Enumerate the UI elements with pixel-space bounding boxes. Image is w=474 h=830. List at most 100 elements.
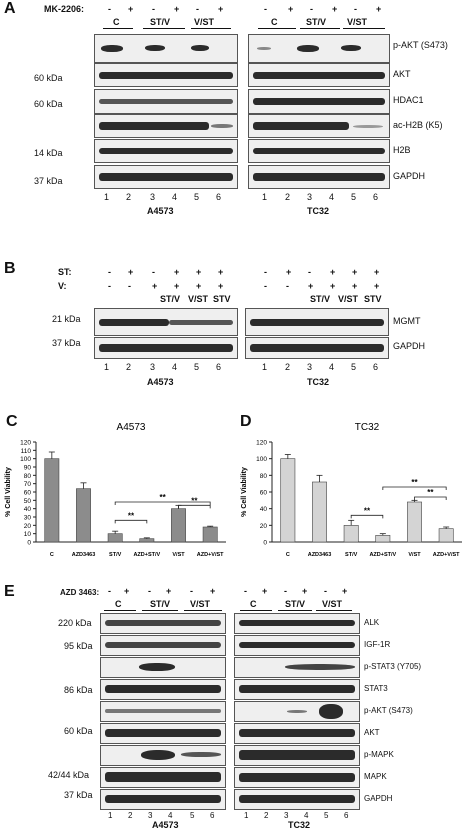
chart1-xtick-label: V/ST [408,552,421,558]
e-sign-r4: + [302,586,308,596]
b-lane-r6: 6 [373,362,379,372]
e-protein-stat3: STAT3 [364,684,388,693]
a-blot-right-ach2b [248,114,390,138]
chart0-ytick-label: 50 [24,498,32,505]
chart0-bar [76,488,91,543]
b-st-3: - [152,267,155,277]
chart1-bar [407,501,422,543]
chart1-bar [312,481,327,543]
a-blot-left-akt [94,63,238,87]
e-protein-alk: ALK [364,618,380,627]
e-sign-1: - [108,586,111,596]
a-lane-6: 6 [216,192,222,202]
chart1-sig-label: ** [364,506,371,515]
chart0-ytick-label: 10 [24,531,32,538]
a-group-c: C [113,17,120,27]
e-protein-pstat3: p-STAT3 (Y705) [364,662,422,671]
chart1-ytick-label: 0 [263,540,267,547]
e-lane-1: 1 [108,811,113,820]
a-lane-2: 2 [126,192,132,202]
e-sign-r1: - [244,586,247,596]
a-protein-gapdh: GAPDH [393,171,426,181]
chart0-ytick-label: 100 [20,456,31,463]
a-lane-r1: 1 [262,192,268,202]
a-mw-2: 60 kDa [34,99,63,109]
chart0-sig-label: ** [128,511,135,520]
chart0-xtick-label: ST/V [109,552,122,558]
e-protein-mapk: MAPK [364,772,387,781]
e-mw-5: 42/44 kDa [48,770,90,780]
a-cell-a4573: A4573 [147,206,174,216]
panel-d-label: D [240,413,252,430]
e-blot-left-pakt [100,701,226,722]
a-sign-1: - [108,4,111,14]
b-blot-left-gapdh [94,337,238,359]
a-blot-right-h2b [248,139,390,163]
a-sign-2: + [128,4,134,14]
a-blot-right-pakt [248,34,390,63]
e-lane-r4: 4 [304,811,309,820]
b-cell-tc32: TC32 [307,377,330,387]
b-combo-stv: ST/V [160,294,181,304]
e-protein-igf1r: IGF-1R [364,640,391,649]
b-st-r2: + [286,267,292,277]
panel-b-label: B [4,260,16,277]
chart1-ytick-label: 100 [256,456,267,463]
a-protein-h2b: H2B [393,145,411,155]
a-group-vst: V/ST [194,17,215,27]
chart1-sig-bracket [414,496,447,500]
e-lane-2: 2 [128,811,133,820]
chart1-xtick-label: C [286,552,290,558]
a-sign-r2: + [288,4,294,14]
panel-e-label: E [4,583,15,600]
b-v-6: + [218,281,224,291]
e-lane-3: 3 [148,811,153,820]
chart0-sig-bracket [114,519,148,524]
b-protein-gapdh: GAPDH [393,341,426,351]
b-blot-left-mgmt [94,308,238,336]
e-mw-1: 220 kDa [58,618,92,628]
b-lane-5: 5 [194,362,200,372]
chart0-ytick-label: 70 [24,481,32,488]
chart1-title: TC32 [355,422,380,433]
e-lane-r5: 5 [324,811,329,820]
e-mw-2: 95 kDa [64,641,93,651]
a-protein-hdac1: HDAC1 [393,95,424,105]
a-lane-r3: 3 [307,192,313,202]
b-lane-r2: 2 [285,362,291,372]
b-st-6: + [218,267,224,277]
a-blot-left-gapdh [94,165,238,189]
e-lane-6: 6 [210,811,215,820]
chart1-xtick-label: ST/V [345,552,358,558]
b-lane-2: 2 [126,362,132,372]
b-st-r1: - [264,267,267,277]
b-combo-stv2: STV [213,294,231,304]
a-mw-1: 60 kDa [34,73,63,83]
a-protein-akt: AKT [393,69,411,79]
a-blot-left-h2b [94,139,238,163]
a-sign-6: + [218,4,224,14]
b-lane-6: 6 [216,362,222,372]
a-lane-1: 1 [104,192,110,202]
e-sign-5: - [190,586,193,596]
a-sign-3: - [152,4,155,14]
chart0-bar [139,538,155,543]
a-blot-left-hdac1 [94,89,238,114]
chart0-sig-bracket [178,504,211,509]
b-st-r6: + [374,267,380,277]
e-sign-r5: - [324,586,327,596]
chart1-xtick-label: AZD+V/ST [433,552,460,558]
b-v-r5: + [352,281,358,291]
b-v-2: - [128,281,131,291]
chart0-bar [171,508,186,543]
b-v-r1: - [264,281,267,291]
chart-c: A4573 % Cell Viability 0 10 20 30 40 50 60 70 80 90… [0,418,236,568]
a-lane-r4: 4 [329,192,335,202]
chart1-ytick-label: 20 [260,523,268,530]
panel-a-label: A [4,0,16,17]
b-lane-4: 4 [172,362,178,372]
a-sign-r1: - [264,4,267,14]
a-protein-pakt: p-AKT (S473) [393,40,448,50]
e-sign-3: - [148,586,151,596]
mk2206-label: MK-2206: [44,4,85,14]
